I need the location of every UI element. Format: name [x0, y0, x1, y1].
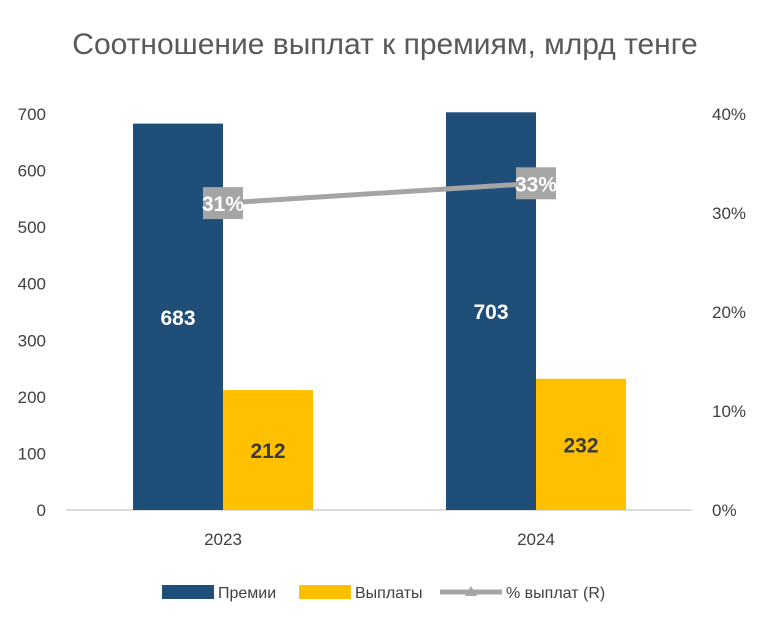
legend-label: Выплаты — [355, 585, 423, 602]
legend-marker — [465, 586, 477, 596]
line-data-label-2024: 33% — [515, 173, 557, 196]
data-label-vyplaty-2024: 232 — [563, 434, 598, 457]
left-axis-tick-label: 200 — [18, 388, 46, 407]
legend-label: % выплат (R) — [506, 585, 605, 602]
line-point-2024 — [516, 167, 556, 200]
legend-item-0: Премии — [162, 585, 276, 602]
right-axis-tick-label: 30% — [712, 204, 746, 223]
right-axis-tick-label: 10% — [712, 402, 746, 421]
bar-vyplaty-2023 — [223, 390, 313, 510]
data-label-premii-2024: 703 — [473, 301, 508, 324]
category-labels: 2023 2024 — [204, 530, 555, 549]
right-axis-tick-label: 40% — [712, 105, 746, 124]
left-axis-tick-label: 100 — [18, 444, 46, 463]
left-axis-tick-label: 700 — [18, 105, 46, 124]
line-percent-payouts — [222, 180, 537, 206]
legend: Премии Выплаты % выплат (R) — [162, 585, 605, 602]
left-axis-tick-label: 600 — [18, 162, 46, 181]
right-axis-tick-label: 0% — [712, 501, 737, 520]
line-series-group: 31% 33% — [202, 167, 557, 220]
left-axis-tick-label: 500 — [18, 218, 46, 237]
data-label-premii-2023: 683 — [160, 307, 195, 330]
bar-vyplaty-2024 — [536, 378, 626, 510]
legend-item-1: Выплаты — [299, 585, 423, 602]
x-axis-category-label: 2024 — [517, 530, 555, 549]
x-axis-category-label: 2023 — [204, 530, 242, 549]
legend-swatch — [162, 585, 214, 599]
line-data-label-2023: 31% — [202, 193, 244, 216]
right-axis: 0% 10% 20% 30% 40% — [712, 105, 746, 520]
chart-title: Соотношение выплат к премиям, млрд тенге — [72, 28, 697, 61]
data-label-vyplaty-2023: 212 — [250, 440, 285, 463]
left-axis: 0 100 200 300 400 500 600 700 — [18, 105, 46, 520]
legend-label: Премии — [218, 585, 276, 602]
line-point-2023 — [203, 187, 243, 220]
legend-swatch — [299, 585, 351, 599]
left-axis-tick-label: 400 — [18, 275, 46, 294]
left-axis-tick-label: 300 — [18, 331, 46, 350]
legend-item-2: % выплат (R) — [440, 585, 605, 602]
right-axis-tick-label: 20% — [712, 303, 746, 322]
left-axis-tick-label: 0 — [37, 501, 46, 520]
bars-group: 683 703 212 232 — [133, 112, 626, 511]
